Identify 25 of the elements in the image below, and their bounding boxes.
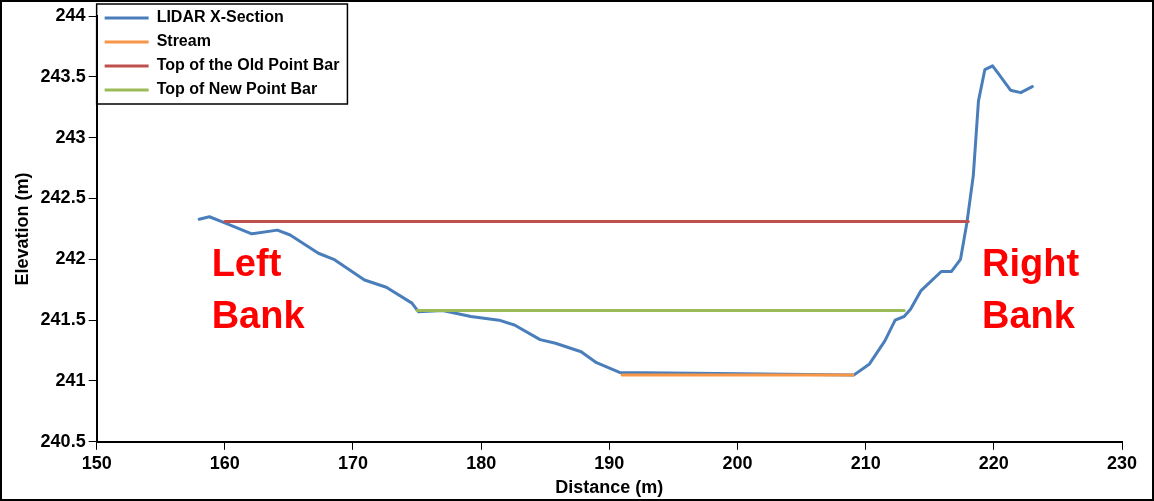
legend-label: LIDAR X-Section <box>156 8 284 26</box>
x-tick-label: 190 <box>594 452 625 473</box>
y-tick-label: 241.5 <box>40 309 86 330</box>
legend-label: Top of the Old Point Bar <box>156 56 340 74</box>
legend-label: Top of New Point Bar <box>156 80 318 98</box>
legend-label: Stream <box>156 32 211 50</box>
x-tick-label: 230 <box>1106 452 1138 473</box>
y-tick-label: 242.5 <box>40 187 86 208</box>
annotation: Left Bank <box>211 242 306 337</box>
y-tick-label: 244 <box>55 4 86 25</box>
y-tick-label: 240.5 <box>40 430 86 451</box>
x-axis-title: Distance (m) <box>555 477 664 498</box>
x-tick-label: 180 <box>466 452 497 473</box>
x-tick-label: 170 <box>337 452 369 473</box>
x-tick-label: 150 <box>81 452 112 473</box>
x-tick-label: 160 <box>209 452 240 473</box>
x-tick-label: 200 <box>722 452 753 473</box>
y-tick-label: 241 <box>55 369 86 390</box>
y-tick-label: 242 <box>55 248 86 269</box>
x-tick-label: 220 <box>978 452 1009 473</box>
y-axis-title: Elevation (m) <box>11 172 32 286</box>
annotation: Right Bank <box>982 242 1080 337</box>
y-tick-label: 243 <box>55 126 86 147</box>
x-tick-label: 210 <box>850 452 881 473</box>
y-tick-label: 243.5 <box>40 65 86 86</box>
